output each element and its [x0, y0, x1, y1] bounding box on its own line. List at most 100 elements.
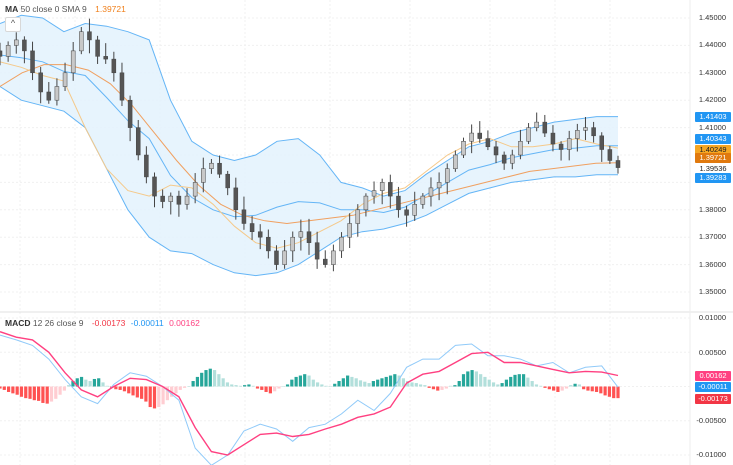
price-tag: 1.40343 — [695, 134, 731, 144]
macd-axis-label: 0.01000 — [698, 313, 726, 322]
candle-body — [298, 231, 304, 238]
candle-body — [152, 176, 157, 197]
candle-body — [79, 31, 84, 52]
bollinger-band-fill — [0, 15, 618, 276]
macd-histogram-bar — [152, 386, 157, 409]
macd-histogram-bar — [457, 381, 461, 387]
candle-body — [363, 195, 369, 211]
macd-histogram-bar — [285, 384, 290, 387]
macd-histogram-bar — [204, 370, 208, 387]
macd-histogram-bar — [384, 376, 388, 387]
candle-body — [599, 135, 604, 150]
macd-histogram-bar — [45, 386, 49, 404]
macd-histogram-bar — [303, 374, 307, 387]
price-axis-label: 1.36000 — [698, 260, 726, 269]
macd-histogram-bar — [341, 378, 345, 387]
macd-histogram-bar — [526, 377, 530, 387]
candle-body — [583, 127, 588, 131]
candle-body — [420, 195, 426, 205]
price-axis-label: 1.35000 — [698, 287, 726, 296]
macd-histogram-bar — [521, 374, 526, 387]
candle-body — [184, 195, 190, 205]
macd-histogram-bar — [320, 384, 324, 387]
macd-legend-hist: -0.00173 — [91, 318, 126, 328]
candle-body — [70, 50, 76, 74]
price-axis-label: 1.42000 — [698, 95, 726, 104]
macd-histogram-bar — [530, 381, 534, 387]
macd-histogram-bar — [122, 386, 127, 392]
candle-body — [87, 31, 92, 41]
macd-histogram-bar — [509, 376, 513, 387]
price-axis-label: 1.41000 — [698, 123, 726, 132]
macd-histogram-bar — [564, 386, 569, 389]
macd-histogram-bar — [367, 383, 371, 387]
macd-histogram-bar — [92, 378, 97, 387]
candle-body — [566, 138, 572, 150]
macd-histogram-bar — [294, 376, 298, 387]
macd-histogram-bar — [388, 375, 393, 387]
price-axis-label: 1.45000 — [698, 13, 726, 22]
macd-histogram-bar — [371, 381, 375, 387]
macd-histogram-bar — [363, 381, 367, 387]
candle-body — [501, 154, 507, 164]
candle-body — [111, 58, 117, 74]
macd-histogram-bar — [569, 385, 573, 387]
macd-histogram-bar — [380, 378, 384, 387]
macd-histogram-bar — [54, 386, 58, 399]
candle-body — [461, 141, 466, 156]
macd-tag: 0.00162 — [695, 371, 731, 381]
macd-histogram-bar — [560, 386, 564, 391]
candle-body — [526, 127, 531, 142]
macd-histogram-bar — [37, 386, 41, 401]
candle-body — [453, 154, 458, 169]
macd-histogram-bar — [118, 386, 122, 390]
macd-histogram-bar — [376, 379, 380, 387]
candle-body — [135, 127, 141, 156]
collapse-legend-button[interactable]: ^ — [5, 17, 21, 32]
macd-histogram-bar — [212, 370, 217, 387]
macd-histogram-bar — [547, 386, 551, 390]
price-axis-label: 1.37000 — [698, 232, 726, 241]
ma-legend-name: MA — [5, 4, 19, 14]
macd-histogram-bar — [277, 386, 281, 389]
macd-axis-label: -0.00500 — [696, 416, 726, 425]
candle-body — [485, 138, 491, 148]
macd-histogram-bar — [161, 386, 165, 405]
macd-histogram-bar — [350, 376, 354, 387]
macd-axis-label: -0.01000 — [696, 450, 726, 459]
candle-body — [282, 250, 287, 265]
macd-histogram-bar — [315, 382, 320, 387]
candle-body — [339, 236, 344, 252]
macd-histogram-bar — [195, 376, 200, 387]
price-tag: 1.40249 — [695, 145, 731, 155]
macd-histogram-bar — [487, 379, 491, 387]
candle-body — [274, 250, 279, 265]
candle-body — [518, 141, 523, 156]
macd-histogram-bar — [49, 386, 54, 402]
macd-histogram-bar — [483, 376, 487, 387]
candle-body — [160, 195, 165, 202]
price-axis-label: 1.43000 — [698, 68, 726, 77]
macd-histogram-bar — [500, 383, 504, 387]
macd-histogram-bar — [281, 386, 285, 387]
candle-body — [95, 39, 100, 57]
macd-tag: -0.00011 — [695, 382, 731, 392]
candle-body — [542, 121, 548, 134]
macd-histogram-bar — [178, 386, 182, 390]
macd-histogram-bar — [346, 375, 350, 387]
macd-histogram-bar — [131, 386, 135, 396]
macd-histogram-bar — [32, 386, 36, 401]
candle-body — [217, 162, 222, 175]
candle-body — [379, 182, 385, 191]
macd-histogram-bar — [255, 386, 260, 389]
macd-histogram-bar — [268, 386, 272, 394]
macd-histogram-bar — [230, 384, 234, 387]
macd-histogram-bar — [140, 386, 144, 399]
candle-body — [144, 154, 149, 178]
macd-histogram-bar — [148, 386, 152, 408]
macd-histogram-bar — [406, 381, 410, 387]
macd-legend-params: 12 26 close 9 — [32, 318, 84, 328]
macd-histogram-bar — [191, 381, 195, 387]
candle-body — [14, 39, 19, 46]
